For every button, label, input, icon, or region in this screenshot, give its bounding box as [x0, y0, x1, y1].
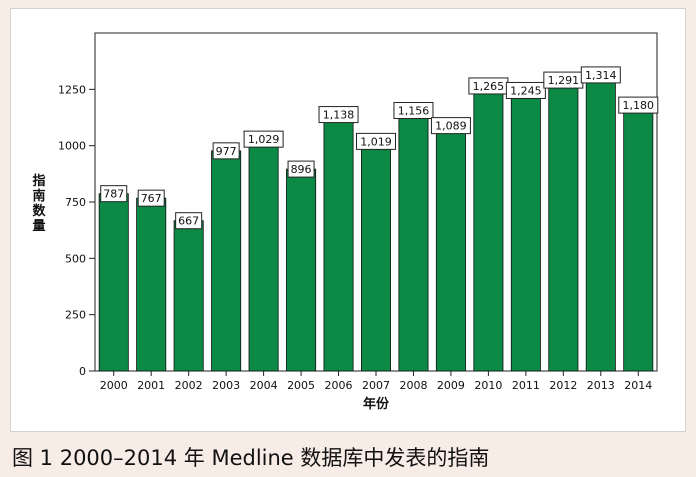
- figure-caption: 图 1 2000–2014 年 Medline 数据库中发表的指南: [12, 446, 490, 470]
- data-label: 1,029: [248, 133, 280, 146]
- bar: [473, 85, 504, 372]
- x-tick-label: 2004: [250, 379, 278, 392]
- y-axis-title: 指南数量: [32, 173, 46, 234]
- data-label-box: [137, 189, 165, 207]
- data-label: 767: [141, 192, 162, 205]
- data-label-box: [430, 117, 471, 135]
- data-label: 787: [103, 188, 124, 201]
- x-tick-label: 2010: [474, 379, 502, 392]
- x-tick-label: 2013: [587, 379, 615, 392]
- x-tick-label: 2011: [512, 379, 540, 392]
- data-label: 1,156: [398, 105, 430, 118]
- x-tick-label: 2007: [362, 379, 390, 392]
- bar: [548, 79, 579, 372]
- data-label: 1,265: [473, 80, 505, 93]
- data-label-box: [243, 130, 284, 148]
- bar: [360, 140, 392, 372]
- data-label: 896: [291, 163, 312, 176]
- x-tick-label: 2012: [549, 379, 577, 392]
- bar: [510, 90, 541, 372]
- y-tick-label: 500: [65, 252, 86, 265]
- data-label-box: [505, 81, 546, 99]
- data-label-box: [393, 102, 434, 120]
- bar: [323, 114, 354, 372]
- x-tick-label: 2005: [287, 379, 315, 392]
- data-label-box: [618, 96, 659, 114]
- y-tick-label: 0: [79, 365, 86, 378]
- bar-chart: 0 250 500 750 1000 1250 2000 787 2001 767 2002 667 2…: [32, 32, 659, 412]
- x-tick-label: 2003: [212, 379, 240, 392]
- data-label-box: [175, 212, 203, 230]
- y-tick-label: 1000: [58, 140, 86, 153]
- bar: [398, 110, 429, 372]
- bar: [98, 193, 129, 372]
- y-tick-label: 250: [65, 309, 86, 322]
- data-label-box: [212, 142, 240, 160]
- x-tick-label: 2002: [175, 379, 203, 392]
- data-label: 1,138: [323, 109, 355, 122]
- y-tick-label: 750: [65, 196, 86, 209]
- data-label: 977: [216, 145, 237, 158]
- bar: [286, 168, 317, 372]
- x-tick-label: 2014: [624, 379, 652, 392]
- x-tick-label: 2009: [437, 379, 465, 392]
- data-label: 1,089: [435, 120, 467, 133]
- bar: [585, 74, 616, 372]
- y-tick-label: 1250: [58, 83, 86, 96]
- x-tick-label: 2008: [399, 379, 427, 392]
- x-tick-label: 2000: [100, 379, 128, 392]
- x-axis-title: 年份: [363, 396, 390, 412]
- data-label: 1,019: [360, 135, 392, 148]
- data-label: 1,314: [585, 69, 617, 82]
- data-label: 1,291: [548, 74, 580, 87]
- x-tick-label: 2001: [137, 379, 165, 392]
- data-label-box: [100, 185, 128, 203]
- data-label: 1,245: [510, 84, 542, 97]
- bar: [211, 150, 242, 372]
- bar: [173, 220, 204, 372]
- data-label-box: [580, 66, 621, 84]
- bar: [435, 125, 466, 372]
- data-label: 667: [178, 215, 199, 228]
- data-label: 1,180: [623, 99, 655, 112]
- bar: [248, 138, 279, 372]
- x-tick-label: 2006: [325, 379, 353, 392]
- bar: [136, 197, 167, 372]
- data-label-box: [356, 132, 396, 150]
- figure-panel: 0 250 500 750 1000 1250 2000 787 2001 767 2002 667 2…: [10, 8, 686, 432]
- bar: [623, 104, 654, 372]
- data-label-box: [318, 106, 359, 124]
- data-label-box: [287, 160, 315, 178]
